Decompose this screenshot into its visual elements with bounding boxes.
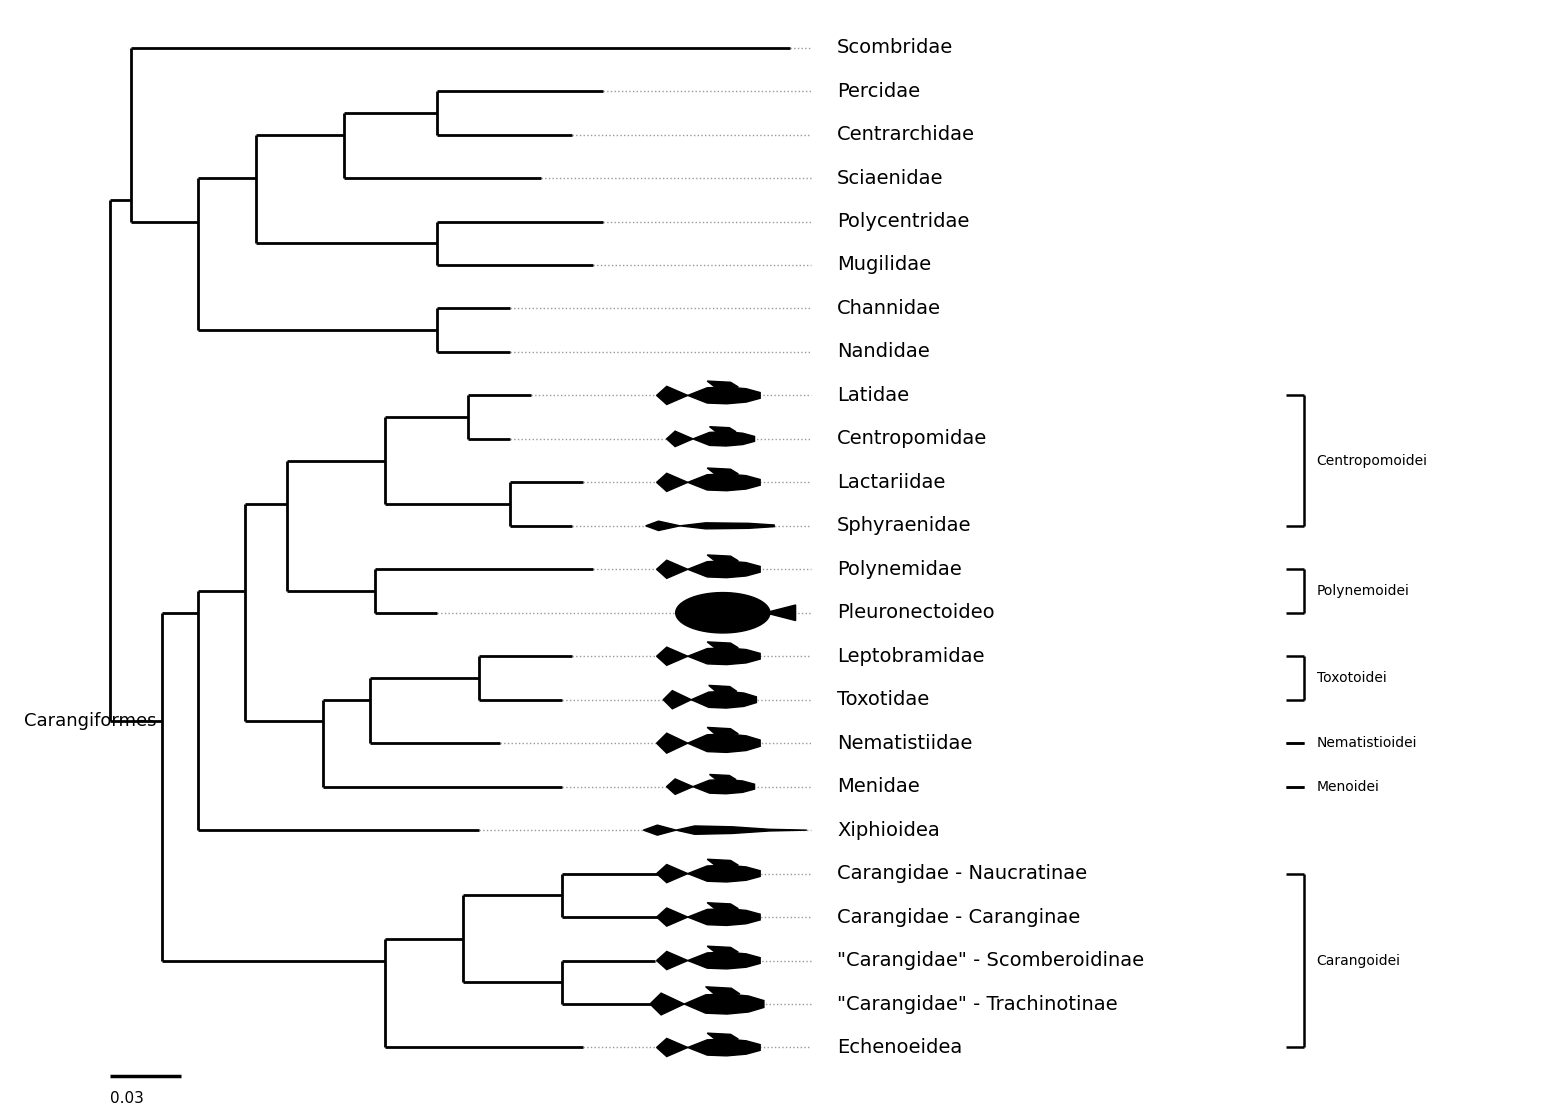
Polygon shape — [685, 994, 763, 1014]
Polygon shape — [708, 467, 739, 474]
Polygon shape — [663, 691, 691, 709]
Polygon shape — [765, 605, 796, 621]
Text: Polynemoidei: Polynemoidei — [1317, 584, 1409, 598]
Polygon shape — [651, 993, 685, 1015]
Polygon shape — [688, 733, 760, 752]
Polygon shape — [692, 779, 754, 794]
Polygon shape — [657, 733, 688, 754]
Polygon shape — [709, 426, 736, 432]
Text: Polynemidae: Polynemidae — [837, 560, 962, 579]
Polygon shape — [657, 647, 688, 666]
Text: Channidae: Channidae — [837, 299, 941, 318]
Polygon shape — [688, 648, 760, 664]
Polygon shape — [657, 386, 688, 404]
Text: Lactariidae: Lactariidae — [837, 473, 945, 492]
Polygon shape — [657, 908, 688, 926]
Text: Scombridae: Scombridae — [837, 38, 953, 57]
Polygon shape — [675, 826, 806, 835]
Polygon shape — [708, 555, 739, 561]
Polygon shape — [709, 686, 737, 691]
Text: Nematistioidei: Nematistioidei — [1317, 736, 1417, 750]
Text: Carangidae - Caranginae: Carangidae - Caranginae — [837, 907, 1081, 926]
Text: Centropomidae: Centropomidae — [837, 430, 987, 449]
Text: Menoidei: Menoidei — [1317, 779, 1380, 794]
Polygon shape — [691, 691, 757, 708]
Text: Menidae: Menidae — [837, 777, 919, 796]
Polygon shape — [666, 431, 692, 446]
Text: Carangiformes: Carangiformes — [25, 712, 157, 730]
Polygon shape — [680, 523, 774, 529]
Polygon shape — [657, 865, 688, 883]
Text: "Carangidae" - Trachinotinae: "Carangidae" - Trachinotinae — [837, 995, 1118, 1014]
Text: Pleuronectoideo: Pleuronectoideo — [837, 603, 995, 622]
Polygon shape — [688, 561, 760, 578]
Text: Sphyraenidae: Sphyraenidae — [837, 516, 971, 535]
Polygon shape — [666, 779, 692, 795]
Text: Carangidae - Naucratinae: Carangidae - Naucratinae — [837, 864, 1087, 883]
Polygon shape — [657, 1038, 688, 1056]
Polygon shape — [657, 952, 688, 969]
Polygon shape — [688, 474, 760, 491]
Polygon shape — [688, 908, 760, 925]
Polygon shape — [708, 642, 739, 648]
Text: Nematistiidae: Nematistiidae — [837, 733, 973, 752]
Text: Toxotoidei: Toxotoidei — [1317, 671, 1386, 684]
Text: Toxotidae: Toxotidae — [837, 690, 930, 709]
Text: Centrarchidae: Centrarchidae — [837, 125, 975, 144]
Text: 0.03: 0.03 — [109, 1091, 143, 1106]
Polygon shape — [692, 432, 754, 446]
Polygon shape — [708, 903, 739, 908]
Polygon shape — [675, 592, 769, 633]
Text: Centropomoidei: Centropomoidei — [1317, 454, 1428, 467]
Polygon shape — [708, 381, 739, 387]
Text: Latidae: Latidae — [837, 386, 910, 405]
Polygon shape — [708, 859, 739, 865]
Polygon shape — [708, 1033, 739, 1040]
Polygon shape — [657, 560, 688, 579]
Text: "Carangidae" - Scomberoidinae: "Carangidae" - Scomberoidinae — [837, 951, 1144, 971]
Text: Polycentridae: Polycentridae — [837, 211, 970, 232]
Polygon shape — [708, 946, 739, 952]
Polygon shape — [646, 521, 680, 531]
Polygon shape — [706, 987, 740, 994]
Polygon shape — [688, 865, 760, 881]
Polygon shape — [708, 728, 739, 733]
Text: Nandidae: Nandidae — [837, 343, 930, 362]
Polygon shape — [657, 473, 688, 492]
Polygon shape — [688, 1040, 760, 1056]
Text: Echenoeidea: Echenoeidea — [837, 1038, 962, 1057]
Text: Leptobramidae: Leptobramidae — [837, 647, 984, 666]
Polygon shape — [643, 825, 675, 835]
Text: Sciaenidae: Sciaenidae — [837, 168, 944, 188]
Text: Carangoidei: Carangoidei — [1317, 954, 1400, 967]
Polygon shape — [709, 775, 736, 779]
Polygon shape — [688, 952, 760, 969]
Polygon shape — [688, 387, 760, 404]
Text: Percidae: Percidae — [837, 81, 921, 100]
Text: Xiphioidea: Xiphioidea — [837, 820, 939, 839]
Text: Mugilidae: Mugilidae — [837, 256, 931, 275]
